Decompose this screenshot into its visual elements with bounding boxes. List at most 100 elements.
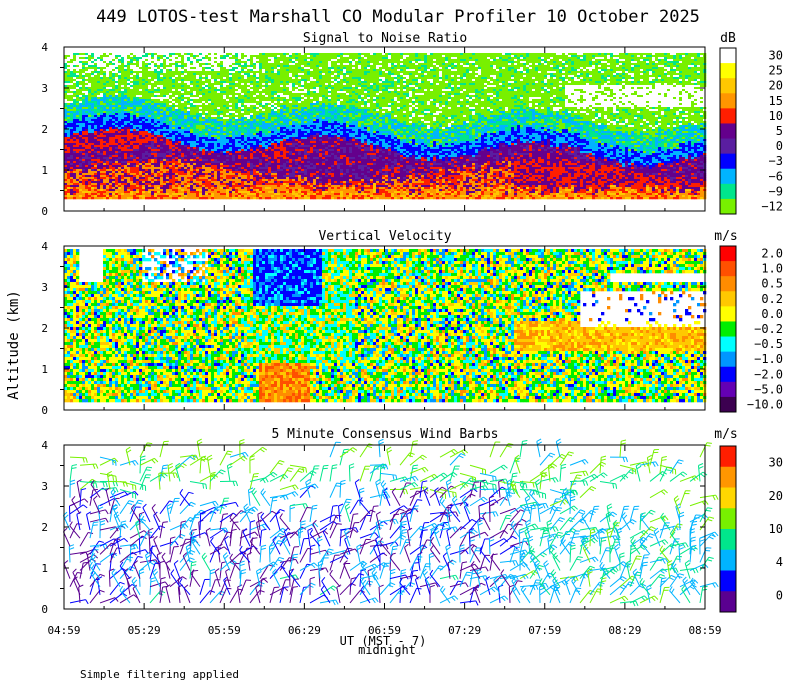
snr-cell [112, 127, 115, 129]
snr-cell [88, 113, 91, 115]
snr-cell [130, 87, 133, 89]
snr-cell [85, 193, 88, 195]
snr-cell [118, 197, 121, 199]
snr-cell [124, 55, 127, 57]
snr-cell [94, 137, 97, 139]
snr-cell [127, 149, 130, 151]
snr-cell [133, 103, 136, 105]
snr-cell [94, 125, 97, 127]
snr-cell [100, 185, 103, 187]
snr-cell [112, 61, 115, 63]
snr-cell [85, 157, 88, 159]
snr-cell [91, 107, 94, 109]
snr-cell [97, 195, 100, 197]
snr-cell [121, 91, 124, 93]
snr-cell [127, 109, 130, 111]
snr-cell [130, 181, 133, 183]
snr-cell [121, 129, 124, 131]
snr-cell [88, 59, 91, 61]
snr-cell [67, 93, 70, 95]
snr-cell [124, 117, 127, 119]
snr-cell [91, 149, 94, 151]
snr-cell [130, 61, 133, 63]
snr-cell [88, 63, 91, 65]
snr-cell [136, 141, 139, 143]
snr-cell [133, 173, 136, 175]
snr-cell [85, 179, 88, 181]
snr-cell [124, 175, 127, 177]
snr-cell [103, 121, 106, 123]
snr-cell [112, 91, 115, 93]
snr-cell [118, 161, 121, 163]
snr-cell [82, 73, 85, 75]
snr-cell [94, 191, 97, 193]
snr-cell [115, 65, 118, 67]
snr-cell [70, 53, 73, 55]
snr-cell [109, 197, 112, 199]
snr-cell [109, 163, 112, 165]
snr-cell [115, 189, 118, 191]
snr-cell [85, 107, 88, 109]
snr-cell [103, 187, 106, 189]
snr-cell [109, 181, 112, 183]
snr-cell [91, 111, 94, 113]
snr-cell [103, 105, 106, 107]
snr-cell [94, 101, 97, 103]
snr-cell [91, 105, 94, 107]
snr-cell [67, 175, 70, 177]
snr-cell [91, 159, 94, 161]
snr-cell [130, 103, 133, 105]
snr-cell [70, 77, 73, 79]
snr-cell [106, 145, 109, 147]
snr-cell [73, 161, 76, 163]
snr-cell [79, 89, 82, 91]
snr-cell [106, 155, 109, 157]
snr-cell [91, 123, 94, 125]
snr-cell [136, 155, 139, 157]
snr-cell [139, 131, 142, 133]
snr-cell [79, 53, 82, 55]
snr-cell [106, 79, 109, 81]
snr-cell [136, 57, 139, 59]
snr-cell [97, 67, 100, 69]
snr-cell [118, 193, 121, 195]
snr-cell [88, 53, 91, 55]
snr-cell [88, 191, 91, 193]
snr-cell [103, 99, 106, 101]
snr-cell [130, 127, 133, 129]
snr-cell [133, 75, 136, 77]
snr-cell [118, 133, 121, 135]
snr-cell [91, 173, 94, 175]
snr-cell [121, 77, 124, 79]
snr-cell [79, 163, 82, 165]
snr-cell [100, 99, 103, 101]
snr-cell [106, 67, 109, 69]
snr-cell [88, 131, 91, 133]
snr-cell [94, 157, 97, 159]
snr-cell [70, 157, 73, 159]
snr-cell [106, 197, 109, 199]
snr-cell [100, 101, 103, 103]
snr-cell [76, 139, 79, 141]
snr-cell [121, 73, 124, 75]
snr-cell [91, 65, 94, 67]
snr-cell [109, 121, 112, 123]
snr-cell [67, 119, 70, 121]
snr-cell [106, 179, 109, 181]
snr-cell [82, 135, 85, 137]
snr-cell [124, 71, 127, 73]
snr-cell [70, 147, 73, 149]
snr-cell [118, 75, 121, 77]
snr-cell [100, 53, 103, 55]
snr-cell [121, 71, 124, 73]
snr-cell [109, 115, 112, 117]
snr-cell [85, 115, 88, 117]
snr-cell [121, 143, 124, 145]
snr-cell [115, 95, 118, 97]
snr-cell [115, 165, 118, 167]
snr-cell [91, 83, 94, 85]
snr-cell [115, 109, 118, 111]
snr-cell [103, 69, 106, 71]
snr-cell [70, 57, 73, 59]
snr-cell [106, 133, 109, 135]
